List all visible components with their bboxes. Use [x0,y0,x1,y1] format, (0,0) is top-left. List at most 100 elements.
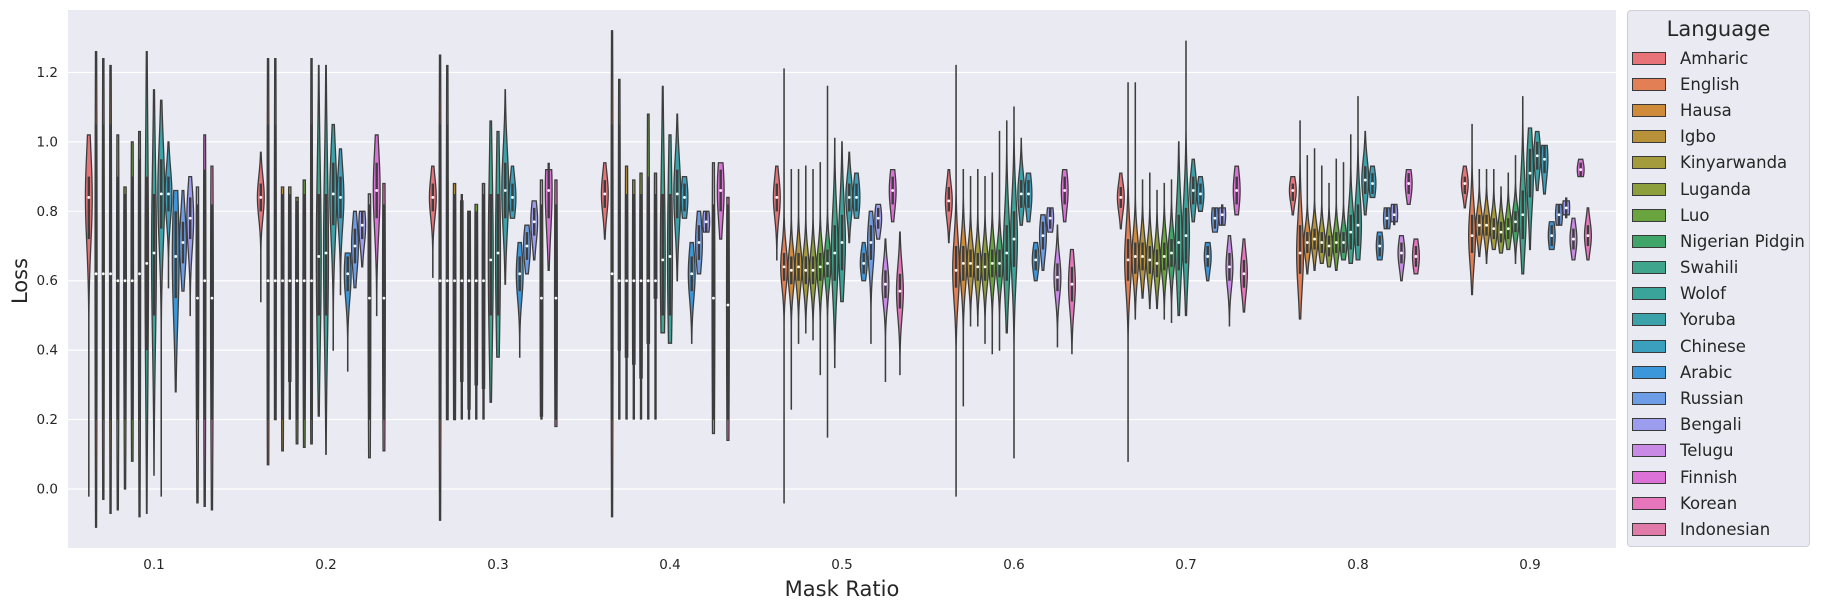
violin-median [188,216,192,220]
violin-median [1564,206,1568,210]
violin-median [1407,182,1411,185]
violin-median [1213,216,1217,220]
violin-median [876,216,880,220]
violin-median [1485,223,1488,227]
violin-wolof-0.4 [666,134,674,344]
violin-luganda-0.7 [1152,189,1162,310]
legend-swatch [1632,392,1666,406]
violin-body [959,169,968,407]
legend-swatch [1632,365,1666,379]
violin-telugu-0.9 [1569,217,1578,261]
violin-median [1162,255,1166,258]
violin-telugu-0.4 [711,162,716,435]
violin-median [1298,251,1302,255]
violin-median [1477,223,1481,227]
legend-item: Yoruba [1628,307,1809,333]
violin-median [610,272,614,276]
violin-body [801,165,810,334]
x-tick-label: 0.6 [1003,557,1024,573]
violin-median [1119,196,1123,199]
violin-nigerian-pidgin-0.8 [1339,162,1348,261]
violin-kinyarwanda-0.6 [973,169,982,327]
violin-kinyarwanda-0.9 [1489,169,1498,251]
violin-median [1385,216,1389,220]
legend-swatch [1632,444,1666,458]
violin-arabic-0.4 [687,241,696,344]
violin-median [281,279,284,283]
violin-body [186,175,195,317]
violin-median [346,272,350,276]
violin-median [632,279,636,283]
violin-arabic-0.7 [1203,241,1212,282]
violin-bengali-0.6 [1046,207,1055,233]
violin-nigerian-pidgin-0.3 [481,182,486,420]
violin-arabic-0.2 [343,252,352,372]
violin-median [1400,251,1403,255]
violin-luo-0.3 [474,203,479,420]
violin-median [375,189,379,192]
violin-yoruba-0.4 [673,113,682,282]
violin-kinyarwanda-0.5 [801,165,810,334]
violin-median [167,192,170,196]
violin-median [661,258,665,262]
violin-body [1067,248,1076,355]
violin-finnish-0.8 [1404,169,1413,206]
violin-arabic-0.6 [1031,241,1040,282]
violin-median [1041,234,1045,238]
violin-median [109,272,112,276]
legend: Language Amharic English Hausa Igbo Kinyarwa… [1627,10,1810,547]
x-tick-label: 0.4 [659,557,680,573]
violin-hausa-0.1 [101,57,105,501]
violin-luo-0.1 [130,141,135,462]
violin-chinese-0.8 [1368,165,1377,199]
legend-label: Yoruba [1680,310,1736,330]
violin-median [1048,216,1052,220]
violin-median [1148,258,1152,262]
violin-chinese-0.5 [852,172,861,219]
violin-luo-0.7 [1160,182,1169,320]
legend-label: Chinese [1680,336,1746,356]
violin-body [1181,40,1191,317]
legend-label: Telugu [1680,441,1734,461]
violin-body [336,148,345,296]
violin-median [138,272,141,276]
violin-arabic-0.8 [1375,231,1384,261]
violin-median [1242,272,1246,276]
x-tick-label: 0.5 [831,557,852,573]
violin-median [983,265,987,269]
violin-median [690,272,694,276]
y-tick-label: 0.6 [37,273,58,289]
violin-yoruba-0.9 [1533,130,1542,192]
violin-korean-0.9 [1583,207,1592,261]
violin-nigerian-pidgin-0.5 [823,85,832,438]
violin-median [203,279,207,283]
legend-swatch [1632,130,1666,144]
violin-chinese-0.7 [1196,175,1205,212]
violin-median [368,296,371,300]
violin-wolof-0.5 [837,141,847,303]
violin-luganda-0.4 [639,172,643,420]
violin-swahili-0.7 [1174,141,1183,317]
violin-median [1535,154,1539,158]
violin-median [181,241,185,244]
violin-english-0.5 [780,68,789,504]
legend-item: Luo [1628,202,1809,228]
violin-finnish-0.1 [202,134,207,507]
violin-body [428,165,437,278]
violin-median [503,189,507,192]
legend-swatch [1632,51,1666,65]
violin-median [646,279,650,283]
y-tick-label: 1.2 [37,65,58,81]
violin-body [772,165,781,261]
violin-body [1324,182,1334,268]
legend-item: Telugu [1628,438,1809,464]
violin-swahili-0.6 [1002,120,1011,334]
violin-chinese-0.6 [1024,172,1033,223]
violin-amharic-0.6 [944,169,953,244]
violin-median [467,279,471,283]
violin-chinese-0.4 [680,175,689,219]
violin-body [780,68,789,504]
legend-swatch [1632,339,1666,353]
violin-swahili-0.8 [1346,134,1355,265]
violin-korean-0.8 [1411,238,1420,275]
